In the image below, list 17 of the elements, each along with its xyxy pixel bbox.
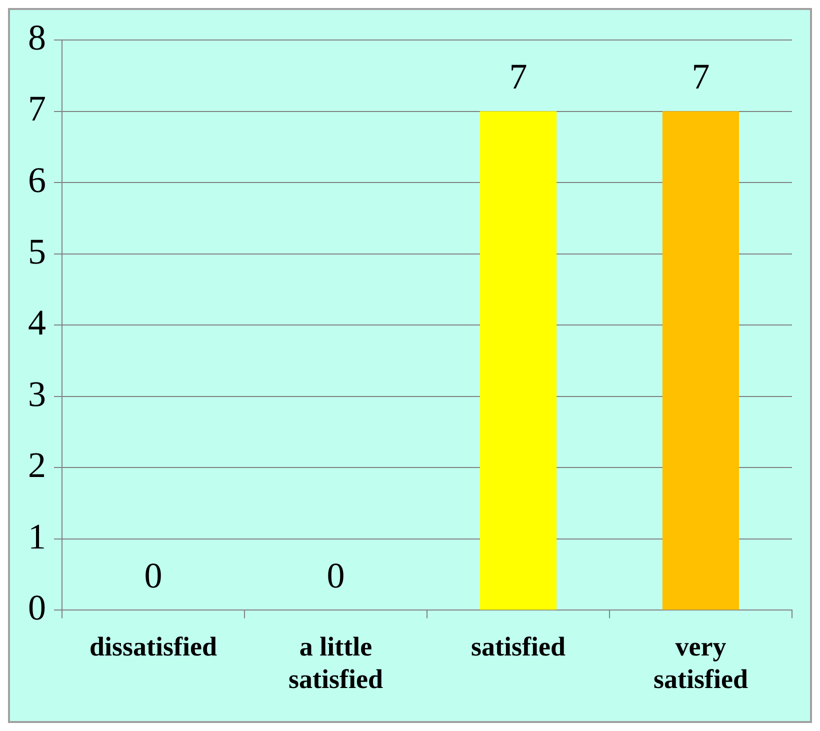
y-tick-label: 7 bbox=[28, 88, 46, 129]
x-tick-label: very satisfied bbox=[654, 631, 748, 694]
x-tick-label: dissatisfied bbox=[89, 631, 218, 662]
y-tick-label: 0 bbox=[28, 588, 46, 628]
y-tick-label: 2 bbox=[28, 445, 46, 486]
y-tick-label: 4 bbox=[28, 302, 46, 343]
y-tick-label: 5 bbox=[28, 231, 46, 272]
y-tick-label: 1 bbox=[28, 516, 46, 556]
data-label: 0 bbox=[144, 556, 162, 596]
y-tick-label: 8 bbox=[28, 17, 46, 58]
data-label: 0 bbox=[326, 556, 345, 596]
x-tick-label: satisfied bbox=[471, 631, 566, 662]
data-label: 7 bbox=[509, 56, 528, 97]
y-tick-label: 3 bbox=[28, 374, 46, 414]
x-tick-label: a little satisfied bbox=[288, 631, 383, 694]
y-tick-label: 6 bbox=[28, 160, 46, 200]
data-label: 7 bbox=[692, 56, 710, 97]
